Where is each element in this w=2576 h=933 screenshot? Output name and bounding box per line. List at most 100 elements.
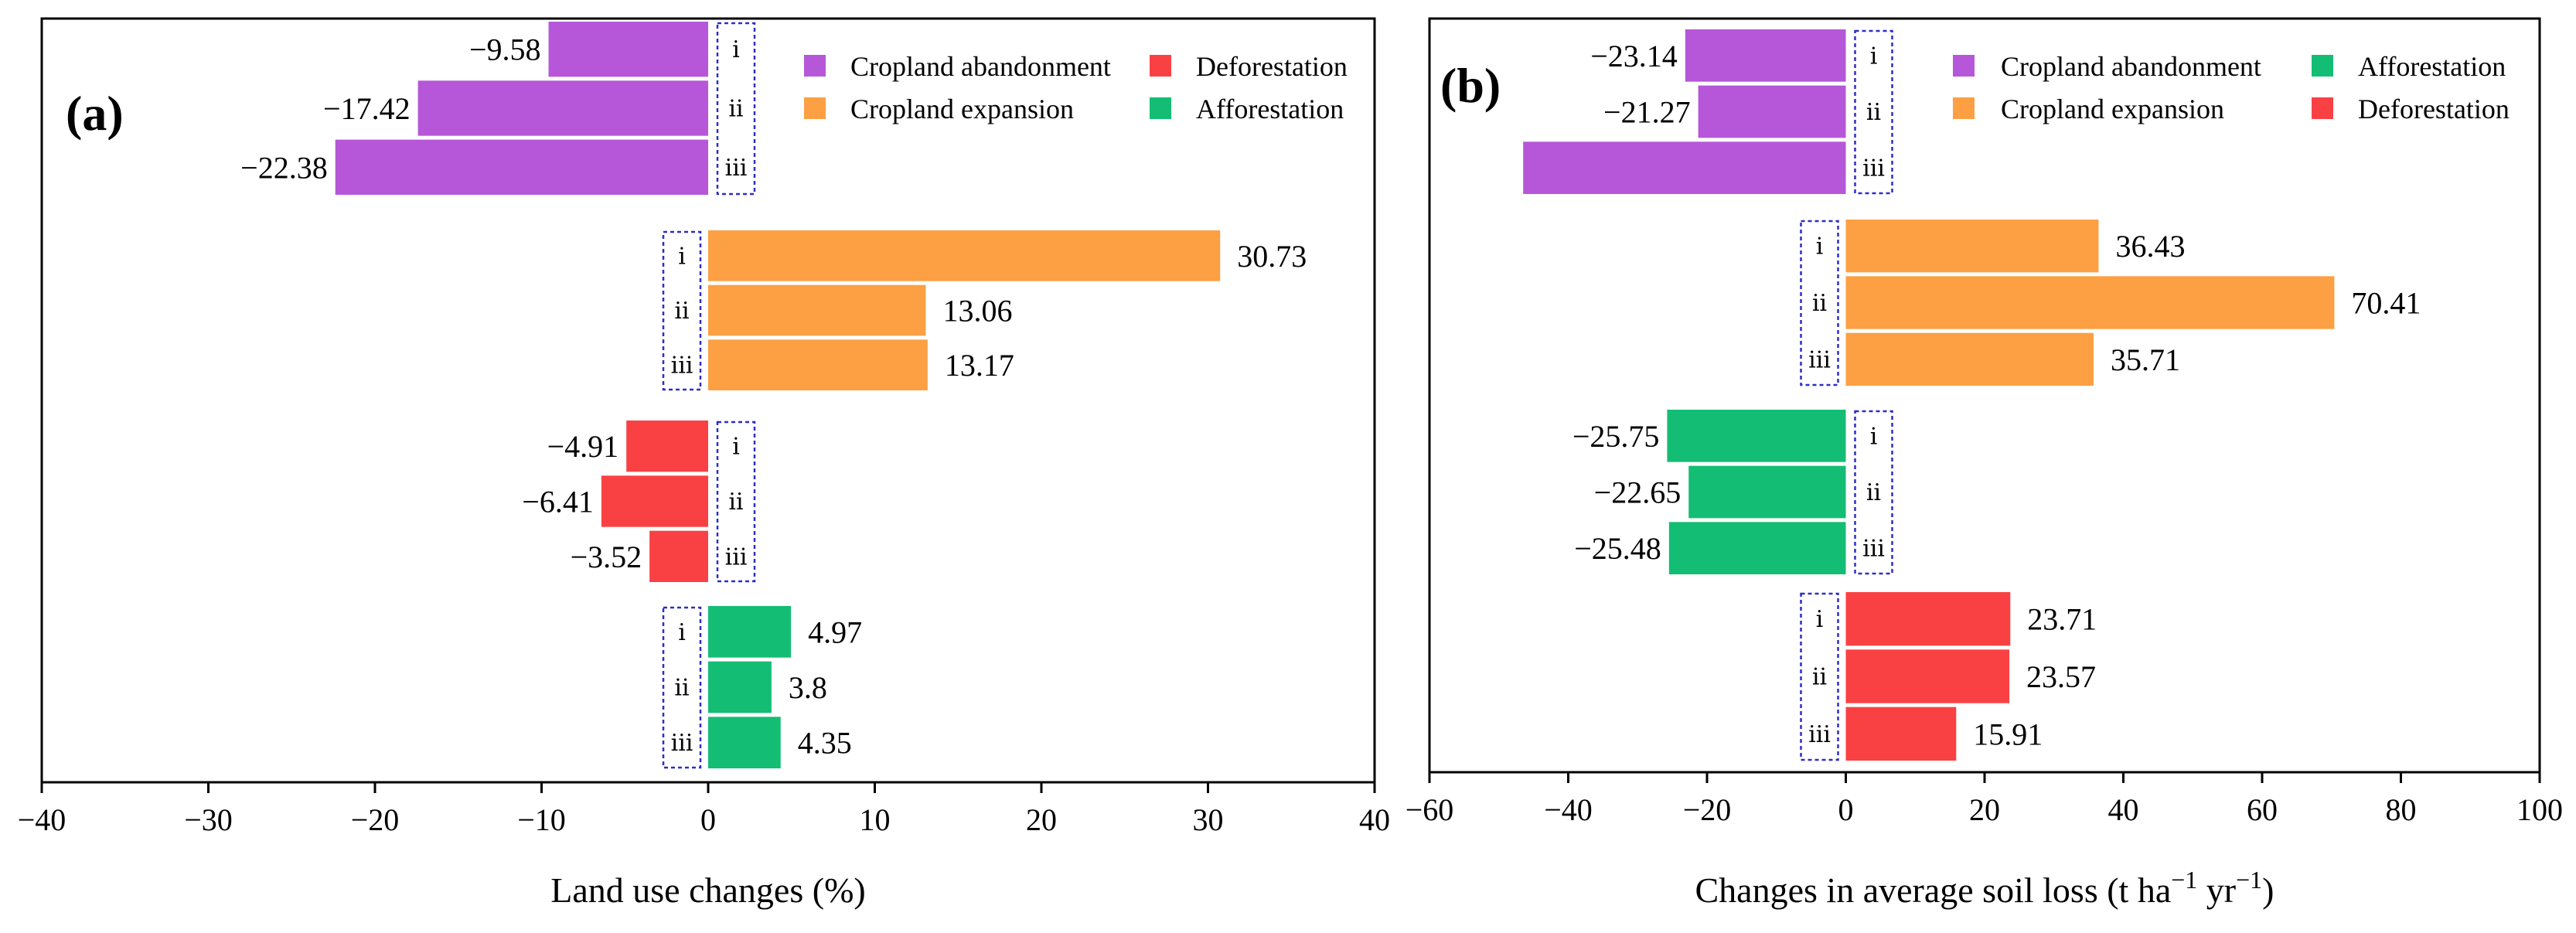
- bar: [548, 22, 708, 77]
- bar: [1667, 410, 1846, 462]
- data-label: 15.91: [1973, 717, 2043, 751]
- bar: [1845, 649, 2010, 703]
- data-label: −4.91: [547, 429, 619, 464]
- legend-swatch: [1150, 55, 1171, 77]
- bars-a: −9.58 −17.42 −22.38 ⅰ ⅱ ⅲ 30.73 13.06 13.17 ⅰ ⅱ ⅲ −4…: [240, 22, 1307, 769]
- bar: [708, 606, 792, 658]
- x-tick-label: −20: [351, 802, 400, 837]
- data-label: −3.52: [571, 540, 642, 574]
- bar: [417, 80, 708, 136]
- group-roman-label: ⅰ: [678, 620, 686, 645]
- data-label: 13.06: [942, 294, 1012, 329]
- data-label: 4.97: [808, 615, 862, 649]
- bar: [708, 284, 926, 336]
- legend-swatch: [1953, 55, 1975, 77]
- group-roman-label: ⅲ: [1862, 536, 1885, 562]
- group-roman-label: ⅲ: [1808, 722, 1831, 747]
- x-tick-label: 40: [1359, 802, 1390, 837]
- bar: [1698, 85, 1846, 138]
- x-axis-label-b-sup: −1: [2171, 866, 2197, 894]
- group-roman-label: ⅱ: [728, 489, 743, 515]
- group-bracket: [1800, 592, 1839, 761]
- group-roman-label: ⅲ: [671, 353, 693, 379]
- group-bracket: [662, 606, 702, 769]
- group-roman-label: ⅲ: [725, 544, 748, 570]
- x-axis-label-b: Changes in average soil loss (t ha−1 yr−…: [1695, 866, 2274, 910]
- bar: [1523, 141, 1846, 194]
- x-tick-label: 100: [2516, 792, 2563, 827]
- bar: [708, 717, 781, 768]
- x-axis-label-b-part: Changes in average soil loss (t ha: [1695, 870, 2172, 910]
- bar: [1668, 522, 1846, 574]
- x-ticks-b: −60 −40 −20 0 20 40 60 80 100: [1406, 772, 2563, 827]
- panel-label-b: (b): [1440, 58, 1501, 113]
- group-roman-label: ⅰ: [678, 243, 686, 269]
- group-roman-label: ⅰ: [1816, 234, 1824, 260]
- group-roman-label: ⅱ: [728, 97, 743, 122]
- legend-b: Cropland abandonment Afforestation Cropl…: [1953, 51, 2510, 124]
- panel-b: −23.14 −21.27 ⅰ ⅱ ⅲ 36.43 70.41 35.71 ⅰ ⅱ ⅲ −25.75 −…: [1406, 17, 2563, 910]
- legend-label: Cropland expansion: [2001, 94, 2224, 124]
- data-label: 30.73: [1237, 239, 1307, 274]
- legend-label: Deforestation: [2358, 94, 2510, 124]
- group-roman-label: ⅲ: [671, 730, 693, 756]
- bar: [708, 230, 1221, 281]
- bar: [1845, 592, 2011, 646]
- data-label: −6.41: [522, 485, 594, 519]
- bars-b: −23.14 −21.27 ⅰ ⅱ ⅲ 36.43 70.41 35.71 ⅰ ⅱ ⅲ −25.75 −…: [1523, 29, 2421, 761]
- legend-swatch: [2312, 55, 2333, 77]
- legend-swatch: [804, 97, 826, 119]
- x-axis-label-b-part: ): [2262, 870, 2274, 910]
- data-label: −22.65: [1594, 475, 1682, 510]
- data-label: −23.14: [1590, 39, 1678, 73]
- group-roman-label: ⅰ: [732, 434, 740, 460]
- group-roman-label: ⅲ: [1862, 156, 1885, 182]
- x-axis-label-b-sup: −1: [2236, 866, 2262, 894]
- x-axis-label-a: Land use changes (%): [550, 870, 865, 910]
- group-roman-label: ⅱ: [674, 676, 689, 701]
- legend-a: Cropland abandonment Deforestation Cropl…: [804, 51, 1348, 124]
- x-axis-label-b-part: yr: [2197, 870, 2236, 910]
- bar: [335, 139, 708, 195]
- data-label: 36.43: [2115, 229, 2185, 264]
- data-label: 23.57: [2026, 659, 2096, 694]
- group-bracket: [716, 421, 756, 583]
- bar: [601, 475, 708, 527]
- data-label: 3.8: [789, 670, 827, 705]
- group-roman-label: ⅱ: [1866, 480, 1881, 506]
- data-label: −25.48: [1574, 531, 1661, 566]
- bar: [1845, 707, 1957, 761]
- x-tick-label: 0: [700, 802, 716, 837]
- group-bracket: [1800, 220, 1839, 386]
- bar: [1685, 29, 1846, 82]
- bar: [1845, 220, 2099, 273]
- bar: [626, 421, 708, 472]
- legend-label: Deforestation: [1196, 51, 1348, 82]
- group-bracket: [716, 22, 756, 196]
- legend-swatch: [804, 55, 826, 77]
- group-roman-label: ⅲ: [1808, 347, 1831, 373]
- group-roman-label: ⅱ: [674, 298, 689, 324]
- x-tick-label: −30: [184, 802, 233, 837]
- group-roman-label: ⅰ: [732, 37, 740, 63]
- data-label: −17.42: [323, 91, 411, 126]
- data-label: 23.71: [2027, 602, 2097, 637]
- legend-label: Cropland abandonment: [2001, 51, 2261, 82]
- bar: [1845, 276, 2335, 329]
- x-tick-label: 20: [1026, 802, 1057, 837]
- bar: [1845, 332, 2094, 386]
- legend-label: Cropland abandonment: [850, 51, 1111, 82]
- panel-a: −9.58 −17.42 −22.38 ⅰ ⅱ ⅲ 30.73 13.06 13.17 ⅰ ⅱ ⅲ −4…: [18, 17, 1390, 910]
- data-label: 13.17: [945, 348, 1014, 383]
- bar: [649, 530, 708, 582]
- legend-swatch: [1150, 97, 1171, 119]
- legend-label: Afforestation: [1196, 94, 1344, 124]
- data-label: −9.58: [469, 32, 541, 67]
- data-label: −25.75: [1573, 419, 1660, 454]
- bar: [708, 339, 928, 390]
- group-bracket: [1854, 29, 1893, 195]
- bar: [708, 661, 772, 713]
- x-tick-label: 60: [2247, 792, 2278, 827]
- x-tick-label: 40: [2108, 792, 2139, 827]
- group-roman-label: ⅰ: [1870, 424, 1878, 449]
